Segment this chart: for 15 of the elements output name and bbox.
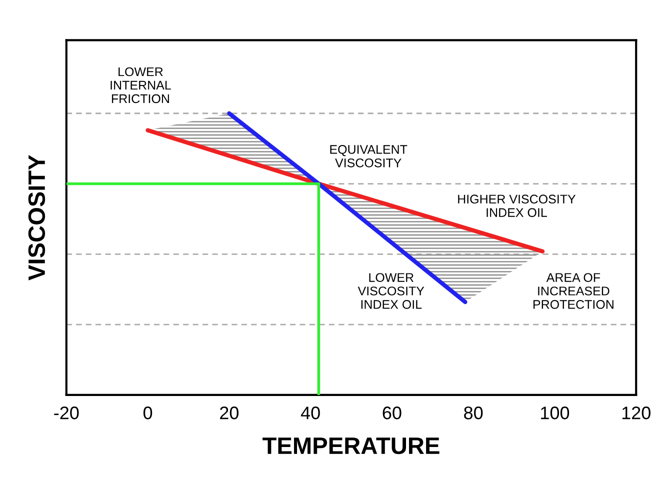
y-axis-title: VISCOSITY	[28, 154, 46, 280]
x-tick-label: 80	[464, 406, 483, 420]
x-tick-label: 100	[541, 406, 570, 420]
annotation: LOWER VISCOSITY INDEX OIL	[358, 273, 424, 309]
annotation: EQUIVALENT VISCOSITY	[330, 145, 408, 168]
x-tick-label: 40	[300, 406, 320, 420]
x-tick-label: 0	[143, 406, 152, 420]
x-tick-label: 20	[220, 406, 239, 420]
x-tick-label: 120	[622, 406, 650, 420]
x-tick-label: 60	[382, 406, 402, 420]
text: LOWER INTERNAL FRICTION	[110, 67, 171, 104]
annotation: AREA OF INCREASED PROTECTION	[533, 273, 614, 309]
x-tick-label: -20	[54, 406, 79, 420]
x-axis-title: TEMPERATURE	[262, 438, 440, 454]
annotation: HIGHER VISCOSITY INDEX OIL	[458, 194, 576, 217]
